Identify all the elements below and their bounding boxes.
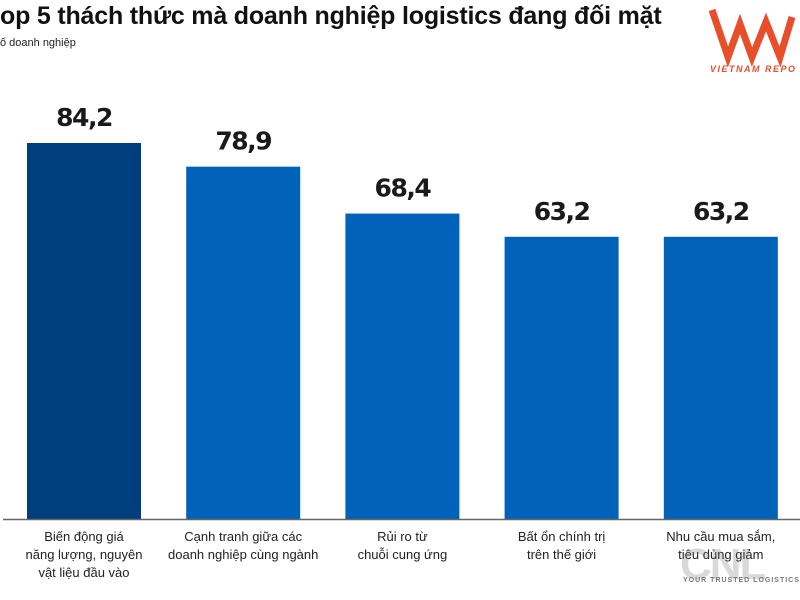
category-label-line: Biến động giá <box>44 529 124 544</box>
bar-5 <box>663 236 778 519</box>
data-label: 78,9 <box>215 127 271 156</box>
category-label-line: vật liệu đầu vào <box>38 565 130 580</box>
chart-subtitle: ố doanh nghiệp <box>0 37 76 49</box>
category-label-line: Cạnh tranh giữa các <box>184 529 303 544</box>
logo-text: VIETNAM REPO <box>710 64 797 74</box>
category-label-line: Nhu cầu mua sắm, <box>666 529 776 544</box>
category-label-line: tiêu dùng giảm <box>678 547 764 562</box>
category-label: Rủi ro từ chuỗi cung ứng <box>322 528 482 564</box>
data-label: 68,4 <box>375 174 432 203</box>
category-label-line: doanh nghiệp cùng ngành <box>168 547 319 562</box>
category-label-line: năng lượng, nguyên <box>25 547 143 562</box>
bar-4 <box>504 236 619 519</box>
category-label-line: Rủi ro từ <box>377 529 428 544</box>
category-label-line: trên thế giới <box>526 547 597 562</box>
bar-1 <box>27 143 141 519</box>
category-label: Biến động giá năng lượng, nguyên vật liệu … <box>4 528 164 582</box>
vnr-logo <box>708 8 796 68</box>
bar-3 <box>345 213 460 519</box>
data-label: 63,2 <box>534 197 590 226</box>
watermark-logo: CNL <box>680 540 766 589</box>
watermark-tagline: YOUR TRUSTED LOGISTICS <box>683 577 800 584</box>
category-label-line: Bất ổn chính trị <box>517 529 606 544</box>
data-label: 63,2 <box>693 197 749 226</box>
category-label: Nhu cầu mua sắm, tiêu dùng giảm <box>641 528 800 564</box>
category-label: Cạnh tranh giữa các doanh nghiệp cùng ngà… <box>163 528 323 564</box>
data-label: 84,2 <box>56 103 112 132</box>
category-label-line: chuỗi cung ứng <box>357 547 448 562</box>
category-label: Bất ổn chính trị trên thế giới <box>482 528 642 564</box>
bar-2 <box>186 166 301 519</box>
chart-title: op 5 thách thức mà doanh nghiệp logistic… <box>0 2 662 30</box>
